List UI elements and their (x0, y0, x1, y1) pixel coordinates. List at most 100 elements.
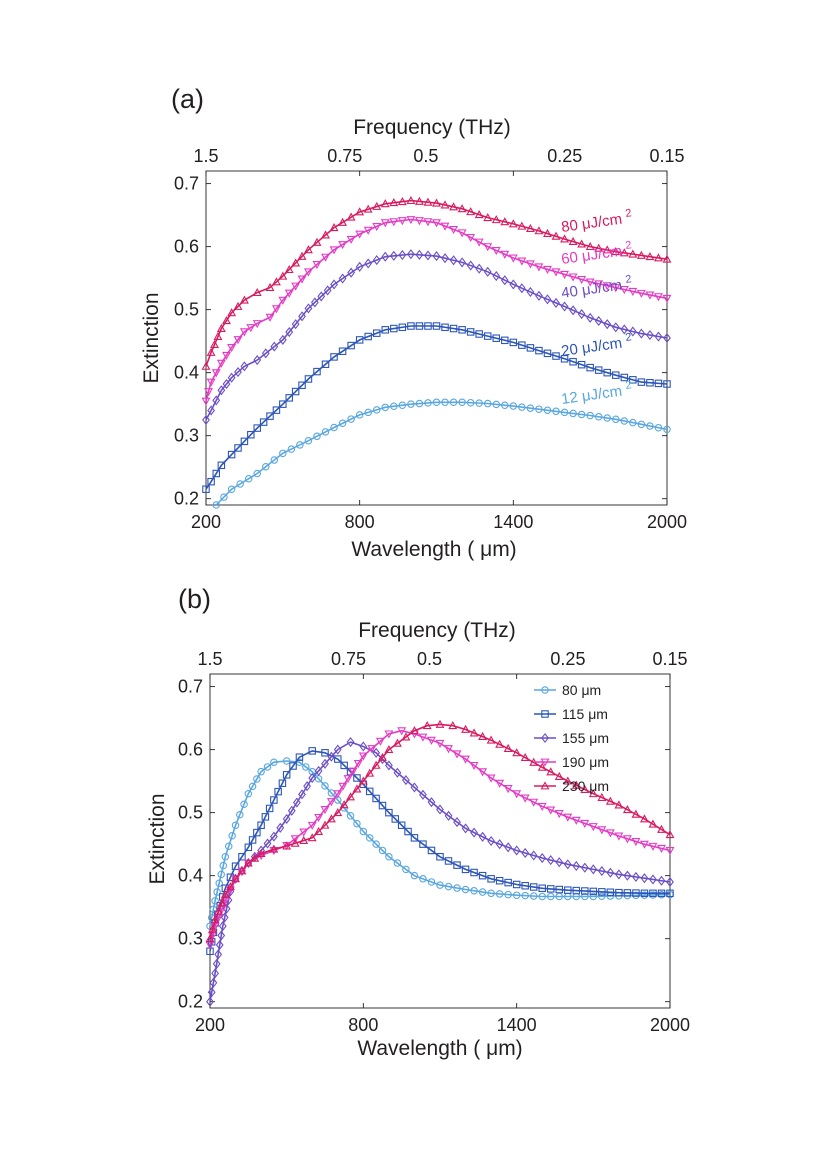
panel-b-series-0-point (248, 782, 257, 791)
panel-a-series-1-line (205, 325, 668, 490)
panel-b-series-1-point (657, 889, 666, 898)
panel-b-series-1-point (436, 853, 444, 861)
panel-a-series-3-point (500, 250, 510, 259)
panel-b-series-0-point (244, 789, 253, 798)
panel-b-series-4-point (269, 844, 279, 853)
panel-b-series-1-point (253, 828, 261, 837)
panel-a-y-tick-label: 0.3 (174, 426, 199, 446)
panel-b-series-3-point (314, 813, 324, 823)
panel-a-series-0-point (279, 449, 287, 458)
panel-a-series-0-point (492, 400, 501, 409)
panel-a-y-tick-label: 0.7 (174, 174, 199, 194)
panel-b-series-2-point (209, 977, 218, 988)
panel-a-series-3-point (508, 254, 518, 263)
panel-b-series-1-point (238, 853, 246, 861)
panel-b-series-4-point (392, 738, 402, 747)
panel-b-ticks: 200 800 1400 2000 0.2 0.3 0.4 0.5 0.6 0.7 1.5 0.75 0… (178, 649, 690, 1035)
panel-b-series-2-point (632, 871, 640, 882)
panel-a-series-3-label-sup: 2 (625, 239, 633, 252)
panel-b-series-1-point (461, 865, 470, 874)
panel-a-series-3-point (329, 246, 339, 255)
panel-b-series-1-point (444, 857, 453, 865)
panel-b-series-1-point (340, 761, 348, 770)
panel-a-series-0-point (535, 405, 543, 413)
panel-b-series-4-point (339, 800, 349, 809)
panel-a-series-3-point (265, 313, 275, 322)
panel-b-series-3-point (520, 794, 530, 803)
panel-b-series-4-point (210, 915, 220, 924)
panel-a-series-1-point (663, 380, 671, 388)
panel-a-series-2-point (285, 326, 294, 338)
panel-a-series-0-point (543, 406, 552, 415)
panel-a-series-2-point (222, 378, 231, 390)
panel-b-series-4-point (503, 743, 513, 753)
panel-b-series-1-point (385, 808, 393, 817)
panel-a-series-1-point (217, 461, 226, 470)
panel-b-series-4-point (422, 721, 432, 730)
panel-a-series-1-point (424, 322, 432, 330)
panel-b-series-0-point (453, 884, 461, 892)
panel-b-series-4-point (469, 728, 479, 737)
panel-b-series-2-point (623, 870, 632, 881)
panel-a-series-1-point (390, 324, 398, 333)
panel-a-series-2-point (432, 251, 441, 262)
panel-b-series-3-point (290, 835, 300, 844)
panel-b-series-1-point (404, 827, 412, 836)
panel-a-series-1-point (313, 367, 321, 376)
panel-a-series-3-point (271, 305, 281, 314)
panel-a-series-0-point (364, 408, 372, 417)
panel-a-series-1-point (603, 368, 611, 377)
panel-a-series-2-point (207, 405, 216, 416)
panel-a-series-3-point (338, 241, 348, 250)
panel-b-series-1-point (529, 883, 538, 891)
panel-a-series-0-point (372, 406, 381, 414)
panel-b-series-0-point (221, 853, 230, 861)
panel-a-series-3-point (611, 284, 621, 293)
panel-b-series-0-point (436, 881, 444, 889)
panel-b-series-2-point (282, 813, 291, 825)
panel-b-series-3-point (529, 798, 539, 807)
panel-a-series-0-point (390, 402, 398, 411)
panel-a-series-1-point (415, 322, 424, 330)
panel-b-series-1-point (353, 774, 361, 782)
panel-a-series-1-point (543, 349, 552, 358)
panel-a-series-2-point (466, 260, 475, 271)
panel-a-series-4-point (525, 223, 535, 232)
panel-b-series-4-point (546, 767, 556, 776)
panel-a-series-1-point (594, 366, 603, 374)
panel-b-series-1-point (248, 836, 257, 844)
panel-a-series-0-point (287, 445, 296, 453)
panel-a-series-1-point (291, 387, 300, 396)
panel-a-series-1-point (247, 430, 255, 439)
panel-a-series-2-point (389, 250, 398, 261)
panel-a-series-4-point (414, 196, 424, 205)
panel-a-x-tick-label: 200 (191, 512, 221, 532)
panel-b-series-1-point (538, 884, 546, 893)
panel-a-series-1-point (355, 336, 364, 344)
panel-a-series-2-point (620, 324, 629, 335)
panel-a-series-4-point (543, 228, 552, 238)
panel-a-series-0-point (509, 402, 518, 410)
panel-a-series-4-point (636, 250, 646, 259)
panel-b-series-1-point (606, 888, 615, 897)
panel-b-series-0-line (209, 760, 671, 927)
panel-b-series-1-point (378, 801, 387, 810)
panel-a-series-3-point (239, 328, 249, 337)
panel-a-series-1-point (372, 329, 381, 337)
panel-b-series-0-point (385, 853, 393, 861)
panel-b-series-3-point (343, 775, 353, 784)
panel-a-series-3-point (440, 222, 450, 231)
panel-b-series-1-point (391, 815, 400, 823)
panel-a-series-1-point (364, 332, 372, 341)
panel-b-series-1-point (453, 861, 461, 869)
panel-a-series-4-point (551, 231, 561, 240)
panel-b-series-2-point (303, 781, 312, 792)
panel-a-series-4-point (239, 295, 249, 304)
panel-b-series-3-point (631, 837, 641, 847)
panel-a-series-3-point (560, 270, 570, 280)
panel-a-y-tick-label: 0.6 (174, 237, 199, 257)
panel-a-top-tick-label: 0.75 (327, 146, 362, 166)
panel-a-series-4-point (602, 245, 612, 254)
panel-b-top-tick-label: 0.5 (417, 649, 442, 669)
panel-a-series-2-point (509, 279, 518, 290)
